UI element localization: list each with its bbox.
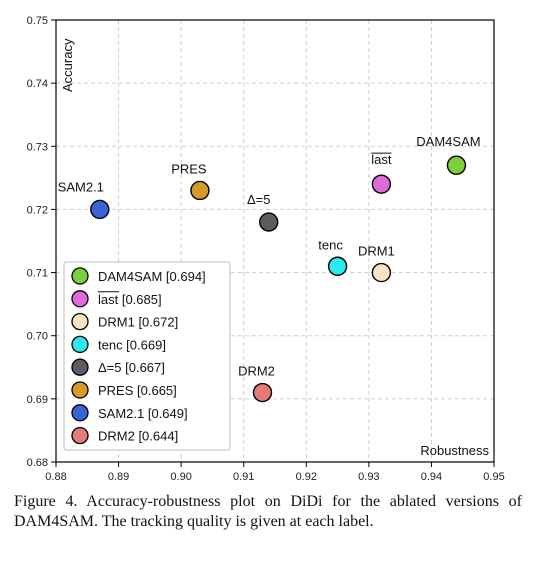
- figure-caption: Figure 4. Accuracy-robustness plot on Di…: [14, 493, 522, 530]
- y-tick-label: 0.68: [27, 457, 48, 469]
- data-point: [259, 212, 279, 232]
- legend-marker: [71, 404, 89, 422]
- legend: DAM4SAM [0.694] last [0.685] DRM1 [0.672] t…: [63, 261, 231, 451]
- y-tick-label: 0.75: [27, 15, 48, 27]
- legend-marker: [71, 358, 89, 376]
- legend-entry: tenc [0.669]: [98, 337, 166, 352]
- x-tick-label: 0.88: [45, 471, 66, 483]
- point-label: tenc: [318, 237, 343, 252]
- legend-entry: DRM1 [0.672]: [98, 315, 178, 330]
- y-tick-label: 0.69: [27, 394, 48, 406]
- data-point: [327, 256, 348, 276]
- point-label: Δ=5: [247, 192, 271, 207]
- x-tick-label: 0.93: [358, 471, 379, 483]
- legend-entry: Δ=5 [0.667]: [98, 360, 165, 375]
- y-tick-label: 0.72: [27, 204, 48, 216]
- data-points: DAM4SAM last DRM1 tenc Δ=5 PRES SAM2.1 DRM2: [58, 134, 481, 403]
- legend-entry: DAM4SAM [0.694]: [98, 269, 206, 284]
- legend-entry: PRES [0.665]: [98, 383, 177, 398]
- data-point: [371, 174, 392, 194]
- data-point: [446, 155, 467, 175]
- point-label: SAM2.1: [58, 179, 104, 194]
- point-label: DAM4SAM: [416, 134, 480, 149]
- legend-entry: SAM2.1 [0.649]: [98, 406, 188, 421]
- axis-ticks: 0.88 0.89 0.90 0.91 0.92 0.93 0.94 0.95 0.68 0.69…: [27, 15, 505, 483]
- legend-box: [63, 261, 231, 451]
- x-tick-label: 0.89: [108, 471, 129, 483]
- x-tick-label: 0.95: [483, 471, 504, 483]
- x-tick-label: 0.91: [233, 471, 254, 483]
- y-tick-label: 0.71: [27, 268, 48, 280]
- legend-marker: [71, 267, 89, 285]
- point-label: DRM1: [358, 244, 395, 259]
- x-axis-label: Robustness: [420, 443, 489, 458]
- legend-marker: [71, 381, 89, 399]
- point-label: PRES: [171, 161, 207, 176]
- plot-frame: [55, 19, 495, 463]
- y-tick-label: 0.70: [27, 331, 48, 343]
- legend-marker: [71, 290, 89, 308]
- x-tick-label: 0.92: [296, 471, 317, 483]
- x-tick-label: 0.90: [170, 471, 191, 483]
- data-point: [190, 180, 210, 201]
- data-point: [252, 382, 273, 403]
- data-point: [90, 199, 110, 220]
- legend-entry: last [0.685]: [98, 292, 162, 307]
- data-point: [371, 262, 392, 283]
- y-axis-label: Accuracy: [60, 38, 75, 92]
- x-tick-label: 0.94: [421, 471, 442, 483]
- scatter-plot: 0.88 0.89 0.90 0.91 0.92 0.93 0.94 0.95 0.68 0.69…: [27, 15, 505, 483]
- y-tick-label: 0.74: [27, 78, 48, 90]
- legend-marker: [71, 426, 89, 445]
- y-tick-label: 0.73: [27, 141, 48, 153]
- point-label: DRM2: [238, 364, 275, 379]
- point-label: last: [371, 152, 392, 167]
- legend-marker: [71, 335, 89, 354]
- legend-marker: [71, 312, 89, 331]
- legend-entry: DRM2 [0.644]: [98, 429, 178, 444]
